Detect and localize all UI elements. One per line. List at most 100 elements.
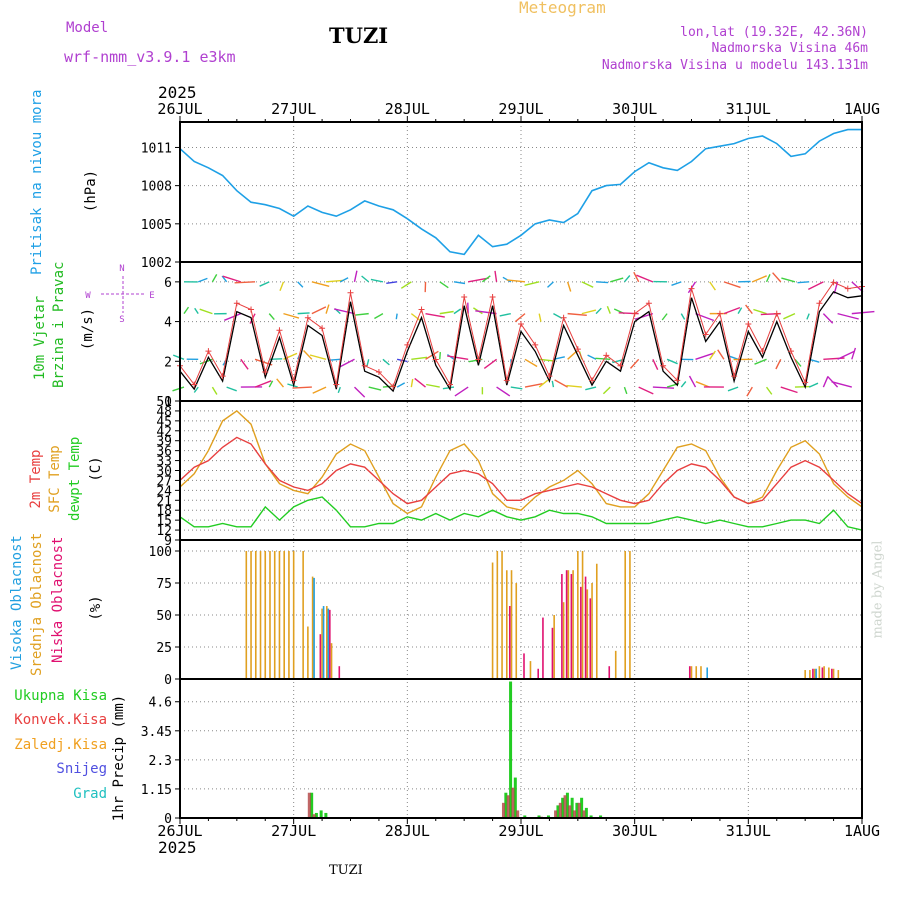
wind-gust-marker — [532, 341, 539, 348]
wind-gust-marker — [816, 300, 823, 307]
model-name: wrf-nmm_v3.9.1 e3km — [64, 48, 236, 66]
wind-arrow — [386, 281, 398, 284]
precip-legend-snow: Snijeg — [56, 761, 107, 777]
wind-gust-marker — [631, 310, 638, 317]
wind-gust-marker — [617, 362, 624, 369]
wind-gust-marker — [787, 348, 794, 355]
wind-gust-marker — [461, 293, 468, 300]
wind-arrow — [328, 358, 341, 361]
wind-arrow — [355, 312, 369, 316]
wind-arrow — [481, 275, 491, 283]
precip-total-bar — [556, 805, 560, 818]
wind-gust-marker — [546, 373, 553, 380]
precip-legend-hail: Grad — [73, 786, 107, 802]
compass-letter: N — [119, 264, 124, 274]
wind-arrow — [453, 308, 462, 315]
wind-arrow — [439, 352, 441, 360]
wind-gust-marker — [375, 369, 382, 376]
wind-arrow — [746, 386, 753, 397]
wind-arrow — [226, 386, 237, 392]
y-tick-label: 100 — [149, 545, 172, 560]
precip-conv-bar — [582, 810, 586, 818]
wind-arrow — [211, 274, 218, 283]
wind-arrow — [370, 278, 384, 283]
wind-arrow — [368, 386, 382, 391]
y-tick-label: 0 — [164, 395, 172, 410]
wind-gust-marker — [262, 369, 269, 376]
wind-arrow — [566, 281, 572, 292]
wind-arrow — [447, 355, 469, 360]
precip-total-bar — [546, 815, 550, 818]
wind-arrow — [807, 281, 824, 291]
wind-arrow — [623, 386, 628, 395]
wind-arrow — [524, 383, 543, 388]
day-label-top: 28JUL — [385, 100, 430, 118]
wind-arrow — [587, 354, 597, 360]
wind-gust-marker — [390, 383, 397, 390]
y-tick-label: 42 — [156, 425, 172, 440]
precip-total-bar — [523, 815, 527, 818]
wind-arrow — [538, 379, 549, 388]
day-label-bottom: 30JUL — [612, 822, 657, 840]
wind-gust-marker — [603, 352, 610, 359]
wind-arrow — [566, 384, 582, 388]
wind-arrow — [797, 281, 810, 284]
wind-arrow — [439, 310, 454, 315]
y-tick-label: 51 — [156, 395, 172, 410]
day-label-bottom: 27JUL — [271, 822, 316, 840]
wind-arrow — [410, 378, 414, 388]
day-label-top: 1AUG — [844, 100, 880, 118]
wind-arrow — [595, 281, 609, 284]
wind-arrow — [808, 382, 819, 388]
wind-arrow — [382, 358, 390, 366]
compass-letter: E — [149, 291, 154, 301]
precip-total-bar — [561, 797, 565, 818]
wind-arrow — [633, 271, 640, 283]
wind-arrow — [442, 386, 455, 390]
wind-arrow — [514, 313, 526, 323]
wind-arrow — [268, 313, 275, 321]
y-tick-label: 48 — [156, 405, 172, 420]
lonlat-label: lon,lat (19.32E, 42.36N) — [680, 25, 868, 40]
precip-total-bar — [509, 681, 513, 818]
wind-arrow — [610, 277, 624, 283]
year-bottom: 2025 — [158, 838, 197, 857]
meteogram-label: Meteogram — [519, 0, 606, 17]
y-tick-label: 0 — [164, 812, 172, 827]
wind-arrow — [254, 380, 272, 388]
wind-gust-marker — [773, 310, 780, 317]
y-tick-label: 25 — [156, 641, 172, 656]
wind-arrow — [366, 359, 370, 367]
elevation-label: Nadmorska Visina 46m — [711, 41, 868, 56]
precip-conv-bar — [573, 810, 577, 818]
wind-arrow — [172, 354, 185, 360]
y-tick-label: 33 — [156, 455, 172, 470]
wind-arrow — [602, 386, 611, 395]
wind-arrow — [727, 386, 739, 392]
wind-arrow — [765, 386, 773, 395]
y-tick-label: 9 — [164, 534, 172, 549]
wind-arrow — [765, 274, 771, 283]
wind-arrow — [595, 307, 602, 315]
wind-arrow — [496, 386, 511, 397]
y-tick-label: 45 — [156, 415, 172, 430]
precip-legend-frz: Zaledj.Kisa — [14, 737, 107, 753]
day-label-bottom: 29JUL — [498, 822, 543, 840]
wind-gust-marker — [518, 321, 524, 328]
wind-speed-line — [179, 291, 863, 393]
wind-arrow — [411, 356, 428, 360]
wind-arrow — [453, 281, 466, 285]
wind-gust-marker — [205, 348, 212, 355]
wind-arrow — [425, 350, 439, 360]
precip-total-bar — [314, 812, 318, 818]
wind-arrow — [551, 380, 555, 388]
wind-arrow — [752, 275, 767, 283]
wind-arrow — [326, 279, 345, 283]
y-tick-label: 24 — [156, 484, 172, 499]
wind-arrow — [221, 275, 228, 283]
wind-arrow — [688, 375, 697, 388]
precip-total-bar — [570, 797, 574, 818]
wind-gust-marker — [290, 377, 297, 384]
t2m-line — [179, 436, 863, 505]
wind-arrow — [339, 277, 349, 283]
